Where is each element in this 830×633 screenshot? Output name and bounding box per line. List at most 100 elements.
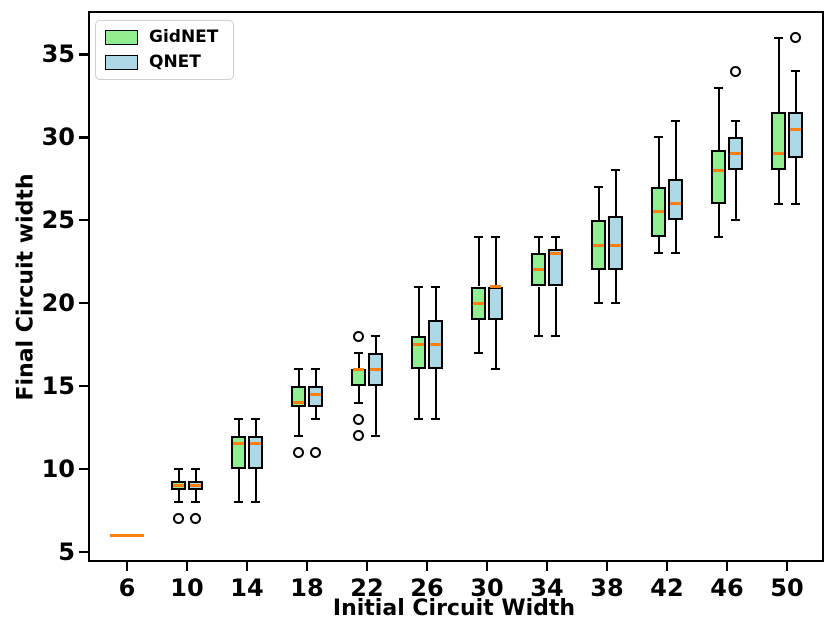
flier-QNET-46 [730,65,741,77]
box-QNET-14 [248,435,263,469]
cap-lower-GidNET-30 [474,351,483,354]
gidnet-swatch [105,30,138,45]
median-line-QNET-34 [550,251,561,255]
x-tick-label: 38 [590,574,624,602]
cap-lower-QNET-34 [551,335,560,338]
y-tick-label: 20 [41,289,75,318]
median-line-GidNET-26 [413,343,424,346]
box-GidNET-26 [411,336,426,370]
x-tick-label: 30 [470,574,504,602]
cap-lower-GidNET-14 [234,500,243,503]
box-QNET-42 [668,178,683,221]
cap-upper-QNET-30 [491,235,500,238]
median-line-QNET-26 [430,343,441,346]
whisker-lower-GidNET-50 [777,170,780,204]
whisker-lower-QNET-14 [254,468,257,502]
flier-GidNET-22 [353,413,364,425]
x-tick-label: 50 [770,574,804,602]
whisker-lower-QNET-26 [434,369,437,420]
y-tick-label: 15 [41,371,75,400]
median-line-GidNET-14 [233,442,244,446]
whisker-upper-QNET-42 [674,120,677,179]
cap-lower-GidNET-18 [294,434,303,437]
whisker-lower-QNET-38 [614,269,617,304]
cap-upper-GidNET-34 [534,235,543,238]
cap-lower-QNET-50 [791,202,800,205]
x-tick-mark [125,562,129,571]
box-QNET-50 [788,112,803,159]
x-tick-mark [185,562,189,571]
cap-upper-QNET-46 [731,119,740,122]
cap-upper-QNET-26 [431,285,440,288]
y-tick-label: 25 [41,206,75,235]
whisker-upper-GidNET-42 [657,137,660,188]
cap-upper-GidNET-46 [714,86,723,89]
qnet-legend-label: QNET [149,52,201,72]
x-tick-mark [485,562,489,571]
whisker-upper-QNET-30 [494,236,497,287]
median-line-QNET-18 [310,392,321,396]
cap-upper-QNET-22 [371,335,380,338]
cap-lower-QNET-22 [371,434,380,437]
cap-upper-QNET-10 [191,467,200,470]
box-QNET-30 [488,286,503,320]
cap-upper-QNET-42 [671,119,680,122]
box-GidNET-22 [351,369,366,386]
whisker-lower-GidNET-18 [297,406,300,436]
x-tick-label: 6 [118,574,136,602]
whisker-lower-GidNET-30 [477,319,480,353]
flier-GidNET-22 [353,330,364,342]
median-line-GidNET-18 [293,401,304,405]
median-line-QNET-22 [370,367,381,371]
cap-lower-QNET-14 [251,500,260,503]
whisker-upper-GidNET-14 [237,419,240,436]
legend-item-qnet: QNET [105,54,218,71]
cap-upper-GidNET-14 [234,418,243,421]
cap-lower-QNET-18 [311,418,320,421]
whisker-lower-GidNET-34 [537,286,540,337]
x-tick-mark [305,562,309,571]
x-tick-mark [605,562,609,571]
whisker-upper-QNET-22 [374,336,377,353]
cap-upper-QNET-38 [611,169,620,172]
whisker-upper-QNET-50 [794,71,797,113]
cap-upper-GidNET-10 [174,467,183,470]
x-tick-mark [425,562,429,571]
cap-lower-GidNET-34 [534,335,543,338]
cap-upper-QNET-14 [251,418,260,421]
cap-lower-QNET-26 [431,418,440,421]
flier-GidNET-22 [353,430,364,442]
box-QNET-34 [548,249,563,287]
median-line-GidNET-46 [713,168,724,172]
x-axis-title: Initial Circuit Width [332,596,576,621]
x-tick-label: 14 [230,574,264,602]
whisker-upper-QNET-18 [314,369,317,386]
y-tick-label: 30 [41,123,75,152]
whisker-lower-GidNET-10 [177,489,180,502]
flier-QNET-50 [790,32,801,44]
cap-upper-GidNET-30 [474,235,483,238]
cap-lower-GidNET-42 [654,252,663,255]
cap-lower-QNET-42 [671,252,680,255]
whisker-upper-GidNET-30 [477,236,480,287]
plot-area: GidNET QNET 5 10 15 20 25 30 35 6 10 14 18 22 26 30 34… [42,11,824,602]
whisker-lower-GidNET-38 [597,269,600,304]
x-tick-mark [245,562,249,571]
box-QNET-38 [608,216,623,270]
x-tick-label: 18 [290,574,324,602]
whisker-upper-GidNET-18 [297,369,300,386]
cap-upper-GidNET-26 [414,285,423,288]
x-tick-label: 10 [170,574,204,602]
median-line-GidNET-34 [533,268,544,272]
median-line-QNET-46 [730,152,741,156]
cap-lower-QNET-30 [491,368,500,371]
x-tick-mark [785,562,789,571]
whisker-upper-GidNET-26 [417,286,420,337]
cap-lower-GidNET-38 [594,302,603,305]
y-tick-label: 5 [58,537,75,566]
cap-upper-GidNET-22 [354,351,363,354]
y-tick-mark [79,467,88,471]
cap-upper-GidNET-38 [594,186,603,189]
whisker-upper-GidNET-22 [357,352,360,370]
